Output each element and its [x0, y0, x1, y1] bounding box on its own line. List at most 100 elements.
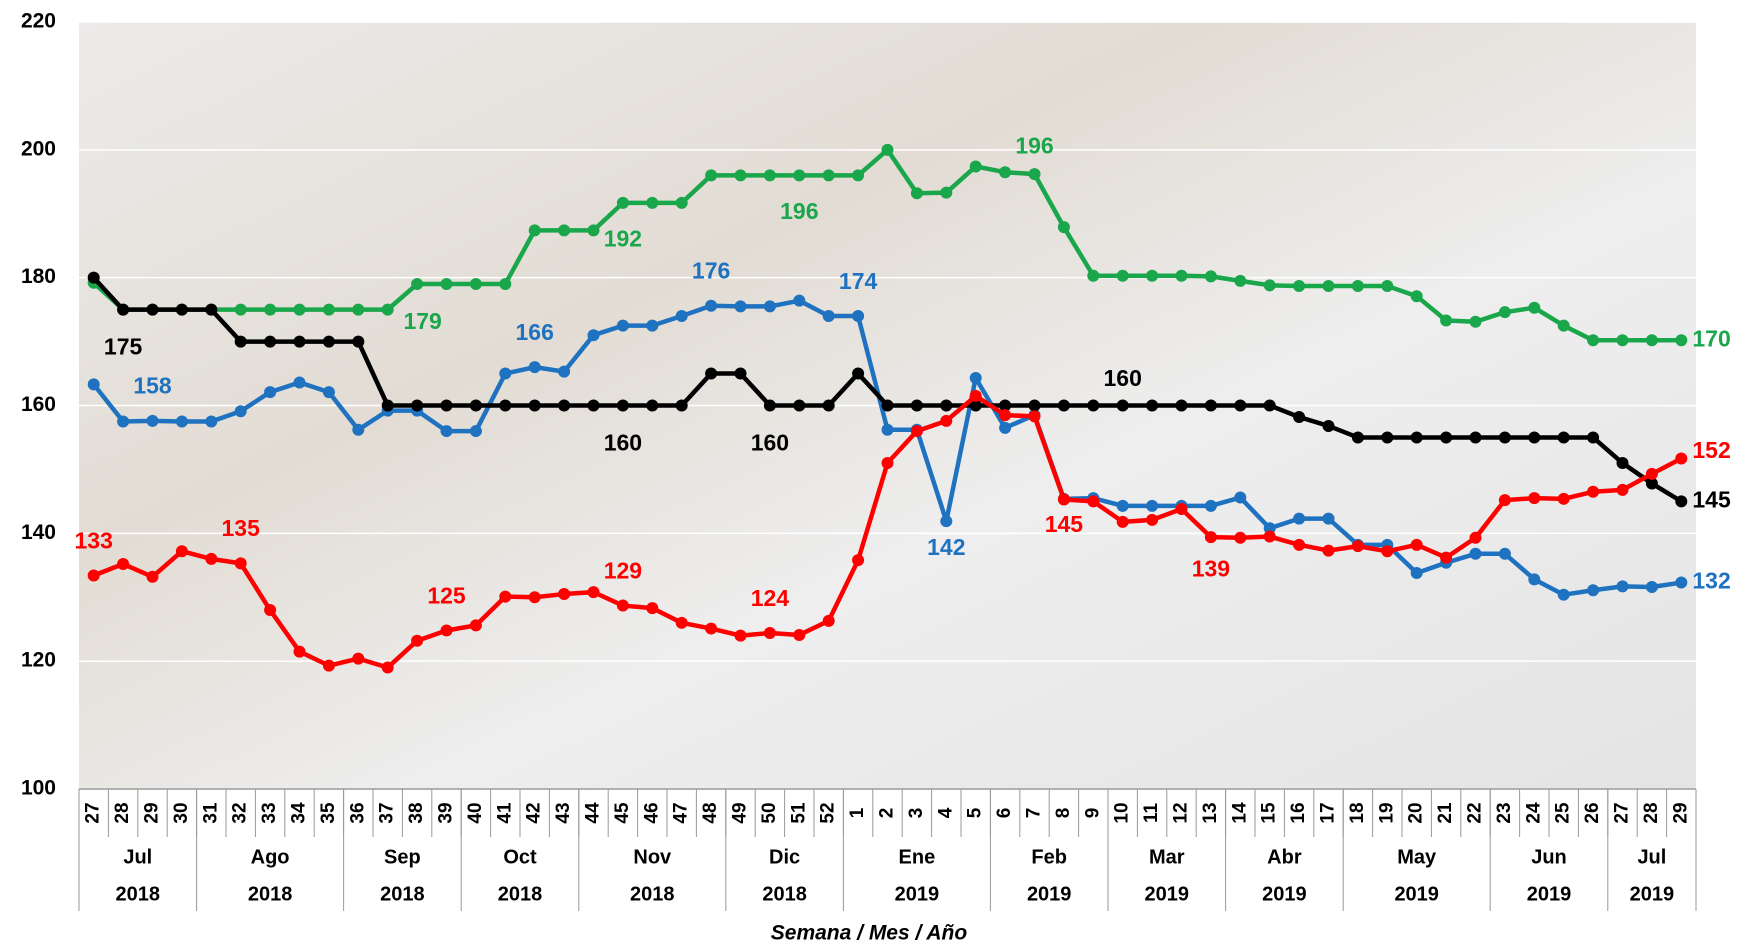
x-tick-label: 29 — [142, 802, 163, 823]
data-point — [1675, 334, 1687, 346]
data-point — [1323, 420, 1335, 432]
data-point — [764, 627, 776, 639]
data-point — [1087, 495, 1099, 507]
data-point — [1558, 589, 1570, 601]
data-point — [1617, 484, 1629, 496]
data-point — [499, 278, 511, 290]
x-tick-label: 45 — [612, 802, 633, 824]
x-tick-label: 32 — [230, 802, 251, 823]
data-point — [705, 368, 717, 380]
x-tick-label: 31 — [200, 802, 221, 824]
data-point — [1205, 531, 1217, 543]
data-point — [735, 300, 747, 312]
data-point — [735, 368, 747, 380]
y-tick-label: 180 — [21, 265, 56, 288]
data-label: 142 — [927, 534, 965, 560]
data-point — [1617, 457, 1629, 469]
data-point — [793, 169, 805, 181]
data-point — [1381, 431, 1393, 443]
data-point — [558, 588, 570, 600]
x-tick-label: 40 — [465, 802, 486, 823]
data-label: 132 — [1692, 568, 1730, 594]
data-point — [529, 361, 541, 373]
data-point — [1558, 493, 1570, 505]
data-point — [882, 457, 894, 469]
data-point — [646, 602, 658, 614]
data-point — [323, 304, 335, 316]
x-tick-label: 51 — [788, 802, 809, 824]
data-point — [1587, 486, 1599, 498]
data-point — [1352, 540, 1364, 552]
data-point — [823, 169, 835, 181]
x-tick-label: 21 — [1435, 802, 1456, 824]
x-tick-label: 25 — [1553, 802, 1574, 824]
data-point — [646, 320, 658, 332]
y-tick-label: 100 — [21, 777, 56, 800]
y-tick-label: 120 — [21, 649, 56, 672]
data-point — [1029, 410, 1041, 422]
data-point — [1675, 495, 1687, 507]
data-point — [705, 300, 717, 312]
year-label: 2019 — [1527, 883, 1572, 905]
x-tick-label: 35 — [318, 802, 339, 824]
x-tick-label: 5 — [965, 807, 986, 818]
data-point — [617, 197, 629, 209]
data-point — [529, 224, 541, 236]
data-point — [235, 557, 247, 569]
data-point — [470, 425, 482, 437]
data-point — [676, 197, 688, 209]
y-tick-label: 220 — [21, 10, 56, 33]
x-tick-label: 16 — [1288, 802, 1309, 823]
month-label: Jul — [123, 846, 152, 868]
data-point — [617, 600, 629, 612]
year-label: 2018 — [380, 883, 425, 905]
data-point — [940, 187, 952, 199]
x-tick-label: 1 — [847, 807, 868, 818]
x-tick-label: 22 — [1465, 802, 1486, 823]
data-point — [1058, 400, 1070, 412]
data-label: 125 — [427, 582, 466, 608]
data-point — [1234, 532, 1246, 544]
data-point — [382, 304, 394, 316]
data-point — [441, 624, 453, 636]
data-point — [852, 368, 864, 380]
x-tick-label: 30 — [171, 802, 192, 823]
data-point — [1675, 577, 1687, 589]
year-label: 2018 — [498, 883, 543, 905]
data-point — [1029, 168, 1041, 180]
data-point — [1146, 500, 1158, 512]
data-point — [735, 630, 747, 642]
data-label: 139 — [1192, 555, 1230, 581]
x-tick-label: 38 — [406, 802, 427, 823]
month-label: Jul — [1637, 846, 1666, 868]
x-tick-label: 17 — [1318, 802, 1339, 823]
x-tick-label: 41 — [494, 802, 515, 824]
year-label: 2018 — [762, 883, 807, 905]
data-point — [176, 304, 188, 316]
data-point — [1440, 431, 1452, 443]
data-point — [235, 336, 247, 348]
data-point — [588, 400, 600, 412]
data-point — [88, 378, 100, 390]
data-point — [1470, 316, 1482, 328]
data-point — [1440, 314, 1452, 326]
x-axis-title: Semana / Mes / Año — [771, 922, 968, 943]
data-point — [735, 169, 747, 181]
x-tick-label: 37 — [377, 802, 398, 823]
data-point — [529, 591, 541, 603]
data-point — [1264, 400, 1276, 412]
data-point — [970, 160, 982, 172]
year-label: 2019 — [1394, 883, 1439, 905]
data-point — [646, 400, 658, 412]
year-label: 2019 — [895, 883, 940, 905]
data-label: 158 — [133, 373, 172, 399]
x-tick-label: 10 — [1112, 802, 1133, 823]
data-point — [294, 304, 306, 316]
data-point — [852, 310, 864, 322]
x-tick-label: 14 — [1229, 802, 1250, 824]
data-point — [235, 405, 247, 417]
x-tick-label: 46 — [641, 802, 662, 823]
data-point — [323, 386, 335, 398]
x-tick-label: 8 — [1053, 808, 1074, 819]
data-point — [1029, 400, 1041, 412]
